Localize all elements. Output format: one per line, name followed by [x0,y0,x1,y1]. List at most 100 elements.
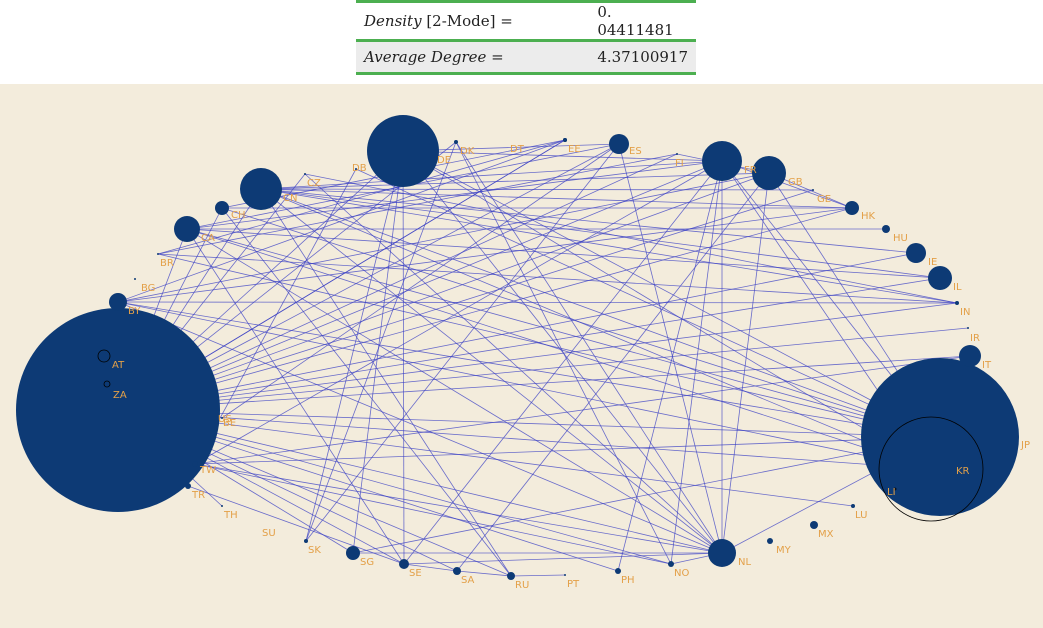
node-bg[interactable] [134,278,136,280]
edge-nl-es [618,143,723,554]
edge-kr-de [402,150,932,470]
edge-kr-ca [186,228,932,470]
node-us[interactable] [16,308,220,512]
node-label-fr: FR [744,165,757,176]
node-my[interactable] [767,538,773,544]
node-at[interactable] [97,349,111,363]
node-label-at: AT [112,360,125,371]
node-label-dt: DT [510,144,525,155]
edge-de-sk [305,150,404,542]
edge-ch-ru [221,207,512,577]
node-sa[interactable] [453,567,461,575]
node-ru[interactable] [507,572,515,580]
node-tw[interactable] [192,461,198,467]
node-ie[interactable] [906,243,926,263]
edge-cn-ie [260,188,917,254]
edge-us-kr [117,409,932,470]
edge-fr-hk [721,160,853,209]
edge-dt-by [117,139,566,303]
edge-us-ie [117,252,917,411]
edge-cn-ge [260,188,814,191]
node-sg[interactable] [346,546,360,560]
node-label-mx: MX [818,529,834,540]
node-ir[interactable] [967,327,969,329]
node-mx[interactable] [810,521,818,529]
node-label-li: LI [887,487,896,498]
node-gb[interactable] [752,156,786,190]
edge-us-gb [117,172,770,411]
node-label-be: BE [223,418,236,429]
node-in[interactable] [955,301,959,305]
node-label-hu: HU [893,233,908,244]
node-label-gb: GB [788,177,803,188]
edge-nl-dk [455,141,723,554]
edge-nl-ca [186,228,723,554]
edge-jp-cn [260,188,941,438]
node-label-us: US [218,414,232,425]
edge-es-be [221,143,620,419]
node-label-db: DB [352,163,367,174]
node-jp[interactable] [861,358,1019,516]
node-fi[interactable] [676,153,678,155]
node-ch[interactable] [215,201,229,215]
network-graph-panel: AT ZA BR BG BY CA CH CN CZ DB DE DK DT EE ES FI FR GB GE HK… [0,84,1043,628]
node-es[interactable] [609,134,629,154]
node-cn[interactable] [240,168,282,210]
edge-us-lu [117,409,854,507]
node-kr[interactable] [878,416,984,522]
edge-us-nl [117,409,723,554]
edge-us-fi [117,153,678,411]
node-label-es: ES [629,146,642,157]
network-graph: AT ZA BR BG BY CA CH CN CZ DB DE DK DT EE ES FI FR GB GE HK… [0,84,1043,628]
node-label-bg: BG [141,283,155,294]
edge-se-sa [403,563,458,572]
node-sk[interactable] [304,539,308,543]
node-label-kr: KR [956,466,970,477]
node-lu[interactable] [851,504,855,508]
edge-layer [117,139,971,577]
node-label-dk: DK [460,146,475,157]
node-de[interactable] [367,115,439,187]
node-ph[interactable] [615,568,621,574]
node-th[interactable] [221,505,223,507]
density-value: 0. 04411481 [597,3,674,39]
edge-de-fr [402,150,723,162]
node-tr[interactable] [185,483,191,489]
node-pt[interactable] [564,574,566,576]
node-hu[interactable] [882,225,890,233]
node-hk[interactable] [845,201,859,215]
edge-tr-se [187,485,405,565]
edge-jp-tw [194,436,941,465]
node-label-su: SU [262,528,276,539]
node-be[interactable] [221,417,223,419]
node-it[interactable] [959,345,981,367]
degree-label: Average Degree = [356,40,572,74]
node-fr[interactable] [702,141,742,181]
node-za[interactable] [103,380,111,388]
node-dk[interactable] [454,140,458,144]
node-no[interactable] [668,561,674,567]
edge-ee-br [157,139,566,255]
density-label-italic: Density [364,12,422,30]
edge-fr-tw [194,160,723,465]
node-label-th: TH [223,510,238,521]
node-br[interactable] [157,253,159,255]
node-nl[interactable] [708,539,736,567]
edge-jp-by [117,301,941,438]
node-ee[interactable] [563,138,567,142]
node-by[interactable] [109,293,127,311]
node-label-de: DE [437,155,451,166]
node-cz[interactable] [304,173,306,175]
density-row: Density [2-Mode] = 0. 04411481 [356,1,696,41]
node-db[interactable] [355,168,357,170]
node-se[interactable] [399,559,409,569]
stats-table: Density [2-Mode] = 0. 04411481 Average D… [356,0,696,75]
node-label-ir: IR [970,333,980,344]
node-il[interactable] [928,266,952,290]
edge-fr-se [403,160,723,565]
edge-us-ge [117,189,814,411]
node-ge[interactable] [812,189,814,191]
node-ca[interactable] [174,216,200,242]
node-li[interactable] [893,487,897,491]
node-label-ph: PH [621,575,635,586]
